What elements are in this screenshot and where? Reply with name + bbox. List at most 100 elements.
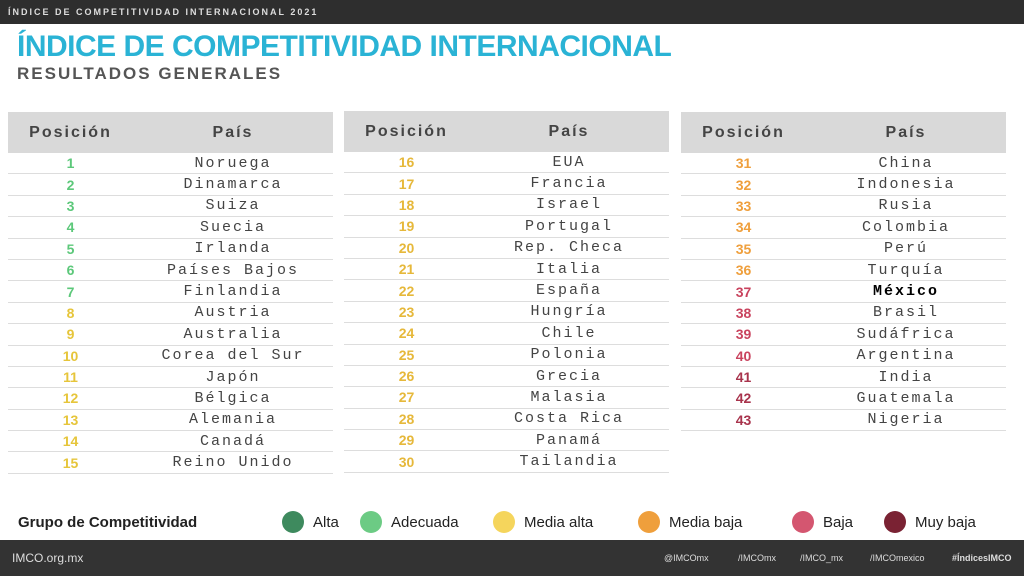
table-row: 7 Finlandia — [8, 281, 333, 303]
position: 12 — [62, 390, 79, 407]
country: Suecia — [199, 218, 266, 236]
position: 20 — [398, 239, 415, 256]
country: Malasia — [530, 388, 608, 406]
country: Suiza — [205, 197, 261, 215]
column-header: Posición — [29, 123, 112, 141]
position: 29 — [398, 432, 415, 449]
table-row: 23 Hungría — [344, 302, 669, 324]
table-row: 9 Australia — [8, 324, 333, 346]
table-row: 13 Alemania — [8, 410, 333, 432]
table-header: Posición País — [8, 112, 333, 153]
legend-item: Media alta — [493, 511, 593, 533]
legend-item: Media baja — [638, 511, 742, 533]
position: 35 — [735, 240, 752, 257]
position: 28 — [398, 410, 415, 427]
table-row: 25 Polonia — [344, 345, 669, 366]
country: Portugal — [524, 217, 613, 235]
column-header: País — [212, 123, 254, 141]
hashtag: #ÍndicesIMCO — [952, 553, 1012, 563]
column-header: Posición — [702, 123, 785, 141]
position: 34 — [735, 219, 752, 236]
position: 33 — [735, 197, 752, 214]
position: 4 — [66, 219, 75, 236]
country: Bélgica — [194, 389, 272, 407]
legend: Grupo de Competitividad Alta Adecuada Media… — [0, 508, 1024, 536]
position: 42 — [735, 390, 752, 407]
table-row: 18 Israel — [344, 195, 669, 217]
site: IMCO.org.mx — [12, 551, 84, 565]
table: Posición País 1 Noruega 2 Dinamarca 3 Suiza 4 Sue… — [8, 112, 333, 474]
table-row: 37 México — [681, 281, 1006, 303]
country: Reino Unido — [172, 454, 294, 472]
country: Grecia — [535, 367, 602, 385]
table-row: 31 China — [681, 153, 1006, 175]
position: 40 — [735, 347, 752, 364]
facebook: /IMCOmx — [738, 553, 776, 563]
country: China — [878, 154, 934, 172]
table-row: 16 EUA — [344, 152, 669, 174]
country: Polonia — [530, 346, 608, 364]
legend-item: Muy baja — [884, 511, 976, 533]
position: 36 — [735, 262, 752, 279]
country: Sudáfrica — [856, 325, 956, 343]
country: Colombia — [861, 218, 950, 236]
country: Países Bajos — [166, 261, 300, 279]
position: 5 — [66, 240, 75, 257]
table-row: 38 Brasil — [681, 303, 1006, 325]
country: EUA — [552, 153, 586, 171]
table-row: 39 Sudáfrica — [681, 324, 1006, 346]
position: 2 — [66, 176, 75, 193]
legend-swatch — [493, 511, 515, 533]
country: Nigeria — [867, 411, 945, 429]
country: Hungría — [530, 303, 608, 321]
legend-item: Alta — [282, 511, 339, 533]
position: 15 — [62, 454, 79, 471]
country: Rusia — [878, 197, 934, 215]
table-row: 34 Colombia — [681, 217, 1006, 239]
youtube: /IMCOmexico — [870, 553, 925, 563]
position: 18 — [398, 196, 415, 213]
table-row: 1 Noruega — [8, 153, 333, 175]
table-row: 27 Malasia — [344, 387, 669, 409]
legend-label: Alta — [313, 513, 339, 531]
table: Posición País 31 China 32 Indonesia 33 Rusia 34 C… — [681, 112, 1006, 432]
country: Alemania — [188, 411, 277, 429]
table-row: 12 Bélgica — [8, 388, 333, 410]
country: Rep. Checa — [513, 239, 624, 257]
table-row: 28 Costa Rica — [344, 409, 669, 431]
table-row: 3 Suiza — [8, 196, 333, 218]
legend-label: Media alta — [524, 513, 594, 531]
table-row: 41 India — [681, 367, 1006, 389]
position: 32 — [735, 176, 752, 193]
position: 10 — [62, 347, 79, 364]
country: Costa Rica — [513, 410, 624, 428]
country: Francia — [530, 175, 608, 193]
position: 25 — [398, 346, 415, 363]
legend-swatch — [282, 511, 304, 533]
table-row: 29 Panamá — [344, 430, 669, 452]
table-row: 11 Japón — [8, 367, 333, 389]
country: Panamá — [535, 431, 602, 449]
table-row: 30 Tailandia — [344, 451, 669, 473]
position: 8 — [66, 304, 75, 321]
country: Canadá — [199, 432, 266, 450]
table-row: 8 Austria — [8, 303, 333, 325]
legend-label: Baja — [823, 513, 854, 531]
country: Israel — [535, 196, 602, 214]
table-row: 10 Corea del Sur — [8, 346, 333, 367]
instagram: /IMCO_mx — [800, 553, 844, 563]
table-row: 33 Rusia — [681, 196, 1006, 218]
legend-title: Grupo de Competitividad — [18, 514, 198, 531]
position: 16 — [398, 154, 415, 171]
legend-swatch — [638, 511, 660, 533]
country: Perú — [883, 240, 928, 258]
position: 30 — [398, 453, 415, 470]
column-header: País — [548, 122, 590, 140]
position: 24 — [398, 325, 415, 342]
table-row: 24 Chile — [344, 323, 669, 345]
legend-swatch — [360, 511, 382, 533]
country: Finlandia — [183, 283, 283, 301]
table-row: 40 Argentina — [681, 346, 1006, 367]
position: 43 — [735, 411, 752, 428]
